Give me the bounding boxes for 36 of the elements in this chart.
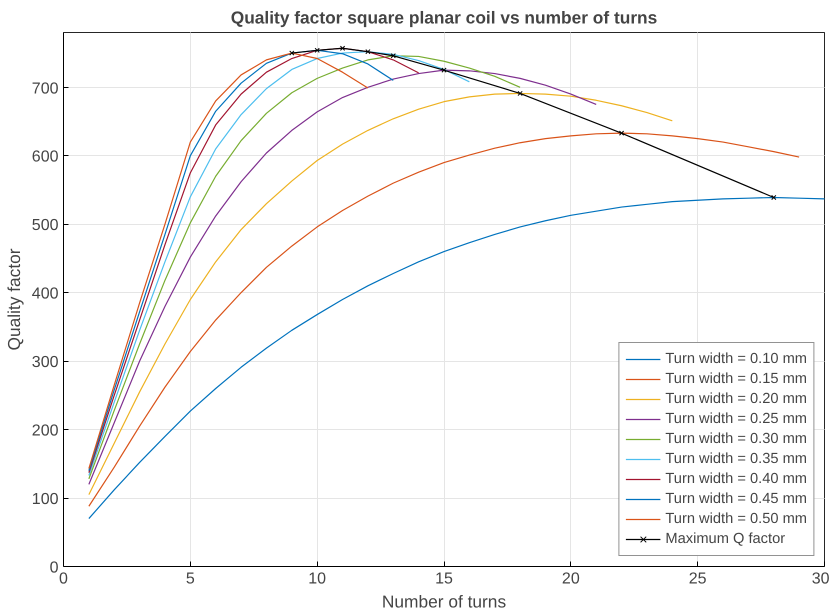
point [618,130,624,136]
y-tick-label: 0 [50,560,59,576]
legend-label: Maximum Q factor [665,531,786,547]
line-series [88,70,597,485]
y-tick-label: 100 [32,491,59,508]
x-axis-title: Number of turns [382,592,506,612]
legend-label: Turn width = 0.25 mm [665,411,807,427]
point [340,46,346,51]
point [390,53,396,58]
legend-label: Turn width = 0.40 mm [665,471,807,487]
x-tick-label: 25 [688,570,707,588]
chart-title: Quality factor square planar coil vs number of turns [230,8,658,28]
x-tick-label: 10 [308,570,326,588]
legend-label: Turn width = 0.15 mm [665,371,807,387]
legend-label: Turn width = 0.30 mm [665,431,807,447]
y-axis-title: Quality factor [4,248,24,351]
x-tick-label: 5 [186,570,195,588]
y-tick-label: 400 [32,286,59,303]
legend-label: Turn width = 0.35 mm [665,451,807,467]
y-tick-label: 600 [32,148,59,166]
x-tick-label: 30 [812,570,829,588]
y-tick-label: 300 [32,354,59,372]
y-tick-label: 500 [32,217,59,234]
legend-label: Turn width = 0.10 mm [665,351,807,367]
y-tick-label: 700 [32,80,59,98]
point [517,90,523,96]
point [441,68,447,73]
point [365,49,371,54]
x-tick-label: 20 [562,570,580,588]
point [314,48,320,53]
legend-label: Turn width = 0.45 mm [665,491,807,507]
y-tick-label: 200 [32,422,59,440]
x-tick-label: 15 [435,570,453,588]
point [771,194,776,200]
legend-label: Turn width = 0.20 mm [665,391,807,407]
legend-label: Turn width = 0.50 mm [665,511,807,527]
